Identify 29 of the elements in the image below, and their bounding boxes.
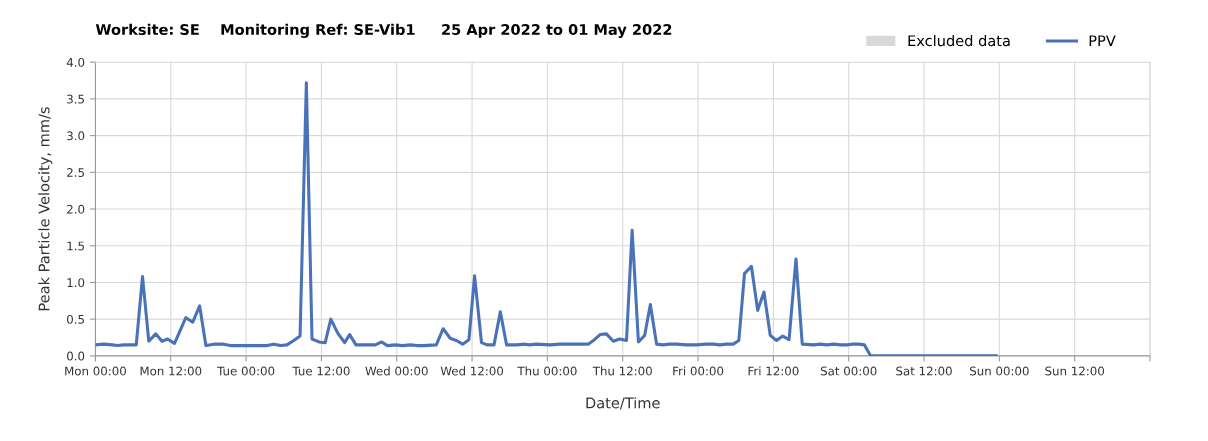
x-tick-label: Fri 00:00: [673, 366, 724, 376]
y-tick-label: 2.5: [67, 168, 84, 177]
x-tick-label: Wed 12:00: [440, 366, 504, 376]
y-tick-label: 1.0: [67, 278, 85, 288]
y-axis-title: Peak Particle Velocity, mm/s: [38, 107, 53, 311]
legend-label: PPV: [1089, 35, 1116, 47]
x-tick-label: Sun 00:00: [970, 366, 1029, 376]
x-tick-label: Wed 00:00: [365, 366, 428, 376]
y-tick-label: 1.5: [67, 241, 84, 251]
y-tick-label: 4.0: [66, 57, 85, 67]
x-tick-label: Sat 12:00: [896, 366, 952, 376]
x-tick-label: Mon 00:00: [65, 366, 126, 376]
y-tick-label: 0.0: [67, 351, 85, 361]
y-tick-label: 3.5: [67, 94, 84, 104]
y-tick-label: 2.0: [67, 204, 85, 214]
y-tick-label: 3.0: [67, 131, 85, 141]
x-axis-title: Date/Time: [586, 397, 660, 410]
x-tick-label: Mon 12:00: [140, 366, 202, 376]
x-tick-label: Fri 12:00: [748, 366, 799, 376]
chart-title: Worksite: SE Monitoring Ref: SE-Vib1 25 Apr 2022 to 01 May 2022: [95, 23, 672, 38]
x-tick-label: Tue 00:00: [217, 366, 275, 376]
x-tick-label: Thu 00:00: [517, 366, 577, 376]
y-tick-label: 0.5: [67, 314, 84, 324]
legend-label: Excluded data: [908, 34, 1010, 47]
x-tick-label: Tue 12:00: [292, 366, 350, 376]
line-series: [95, 81, 998, 356]
x-tick-label: Sat 00:00: [820, 366, 877, 376]
x-tick-label: Sun 12:00: [1045, 366, 1105, 376]
x-tick-label: Thu 12:00: [592, 366, 652, 376]
